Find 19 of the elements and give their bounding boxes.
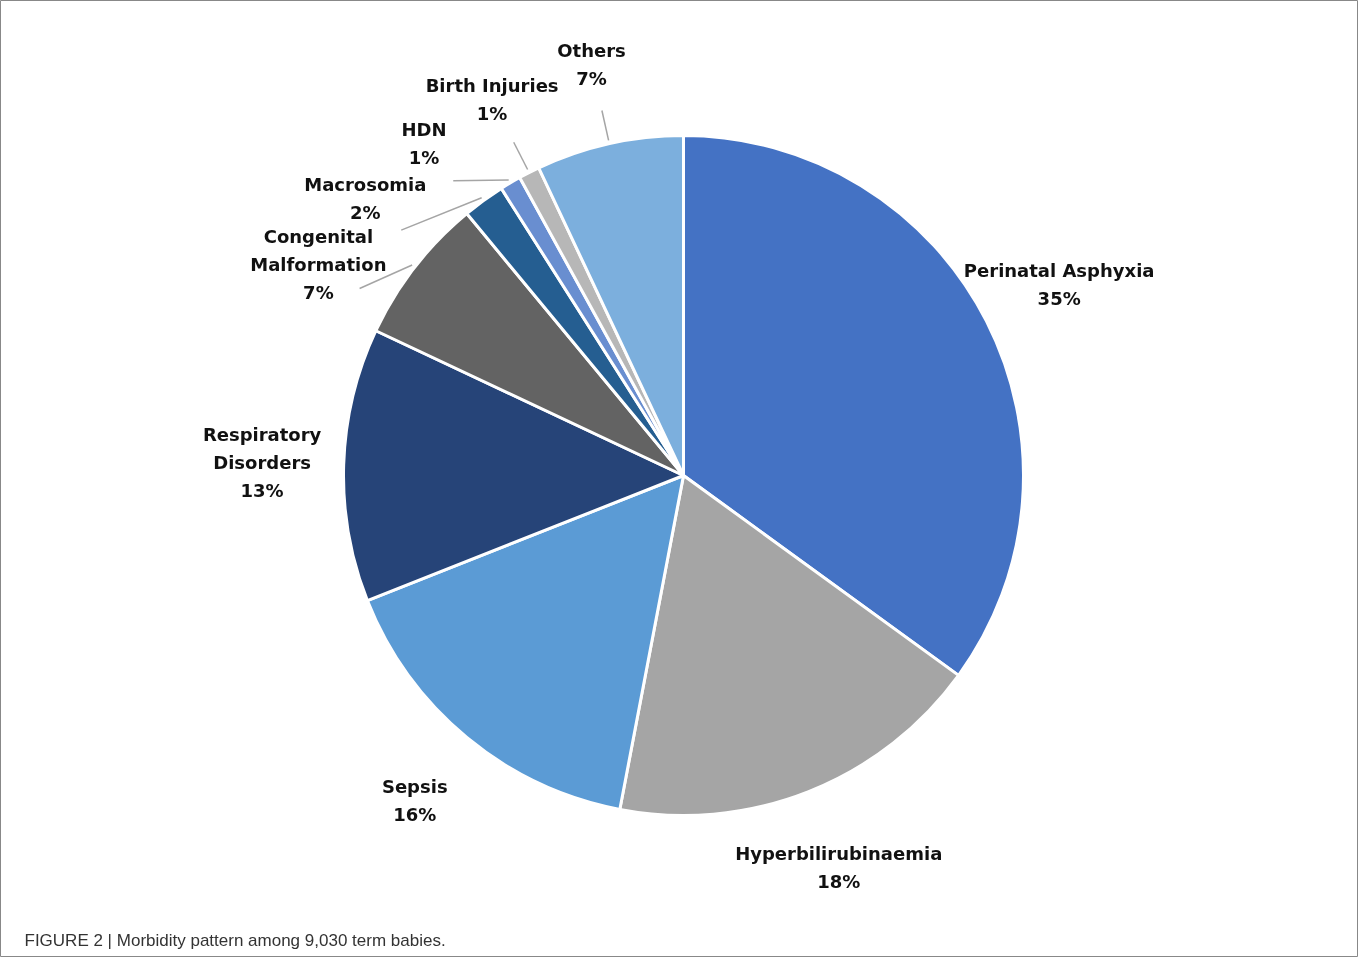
data-label: 1% [476,103,508,125]
slice-label: Congenital Malformation [250,226,387,276]
data-label: 2% [350,202,381,224]
data-label: 7% [576,67,607,89]
slice-label: Birth Injuries [425,75,559,97]
slice-label: Sepsis [381,775,448,797]
slice-label: Perinatal Asphyxia [963,259,1155,281]
slice-label: Hyperbilirubinaemia [735,842,943,864]
slice-label: Respiratory Disorders [202,423,322,473]
data-label: 18% [817,870,861,892]
data-label: 1% [408,146,440,168]
data-label: 7% [303,282,334,304]
slice-label: Macrosomia [304,174,427,196]
data-label: 13% [240,479,284,501]
slice-label: HDN [401,118,447,140]
data-label: 16% [393,803,437,825]
slice-label: Others [557,39,626,61]
caption: FIGURE 2 | Morbidity pattern among 9,030 term babies. [24,930,446,950]
data-label: 35% [1037,287,1081,309]
